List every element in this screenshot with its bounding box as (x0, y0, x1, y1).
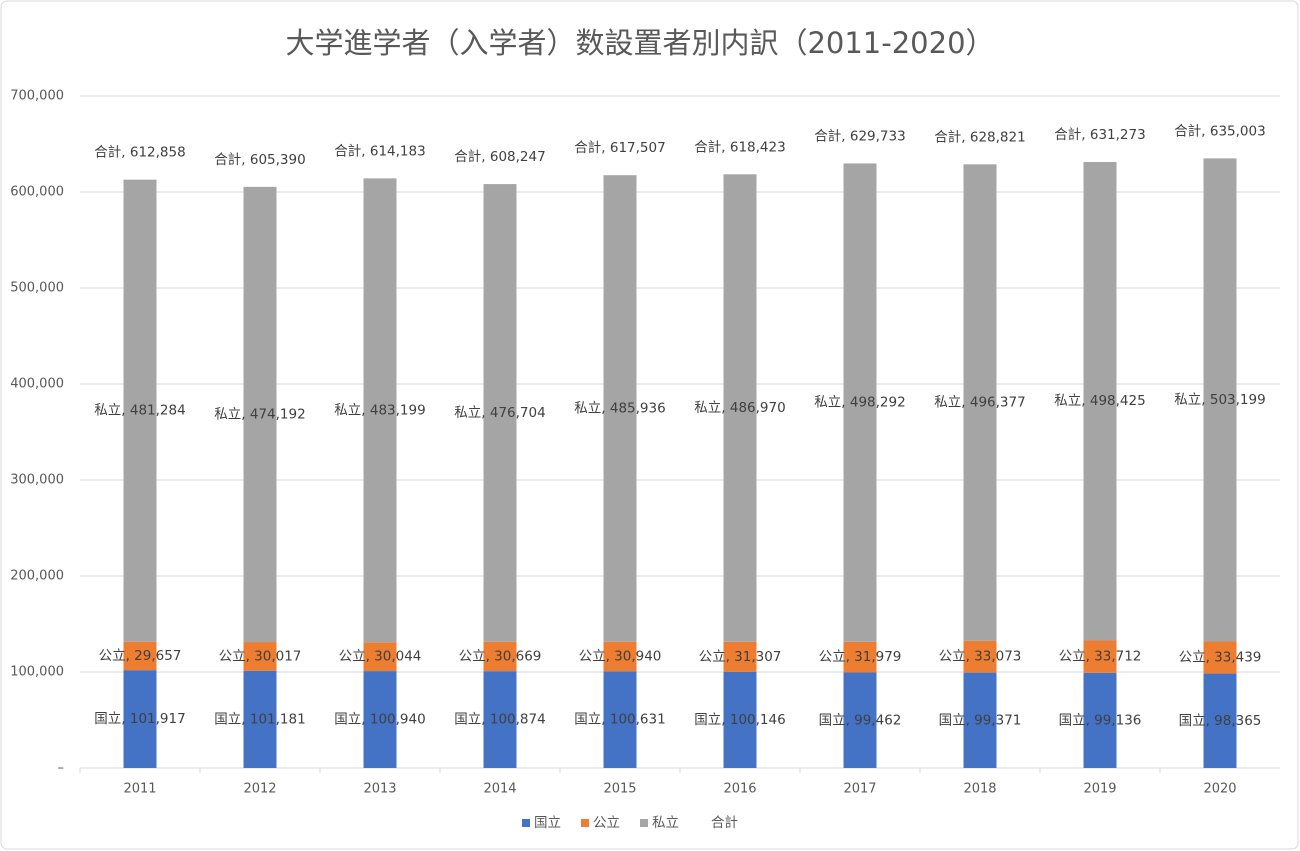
bar-segment (243, 186, 277, 643)
data-label: 合計, 617,507 (574, 140, 665, 156)
data-label: 私立, 476,704 (454, 405, 545, 421)
data-label: 合計, 612,858 (94, 145, 185, 161)
data-label: 国立, 100,940 (334, 712, 425, 728)
bar-segment (603, 641, 637, 672)
x-tick-label: 2015 (603, 782, 636, 797)
y-tick-label: 100,000 (10, 665, 64, 680)
data-label: 公立, 33,439 (1179, 650, 1262, 666)
data-label: 公立, 30,940 (579, 649, 662, 665)
data-label: 国立, 99,462 (819, 712, 902, 728)
x-tick-label: 2020 (1203, 782, 1236, 797)
data-label: 合計, 631,273 (1054, 127, 1145, 143)
data-label: 私立, 498,425 (1054, 393, 1145, 409)
data-label: 合計, 608,247 (454, 149, 545, 165)
y-tick-label: 600,000 (10, 185, 64, 200)
bar-segment (603, 175, 637, 642)
legend-swatch (581, 819, 589, 827)
data-label: 国立, 99,136 (1059, 712, 1142, 728)
bar-segment (123, 641, 157, 671)
data-label: 公立, 33,073 (939, 649, 1022, 665)
legend-swatch (640, 819, 648, 827)
bar-segment (1203, 641, 1237, 674)
bar-segment (363, 178, 397, 643)
data-label: 私立, 498,292 (814, 395, 905, 411)
bar-segment (123, 179, 157, 642)
data-label: 私立, 483,199 (334, 402, 425, 418)
data-label: 合計, 628,821 (934, 129, 1025, 145)
data-label: 合計, 629,733 (814, 128, 905, 144)
legend-label: 合計 (711, 815, 738, 831)
data-label: 国立, 101,917 (94, 711, 185, 727)
bar-segment (1083, 161, 1117, 641)
data-label: 私立, 485,936 (574, 400, 665, 416)
x-tick-label: 2016 (723, 782, 756, 797)
data-label: 国立, 98,365 (1179, 713, 1262, 729)
data-label: 公立, 31,307 (699, 649, 782, 665)
bar-segment (363, 642, 397, 672)
bar-segment (723, 174, 757, 642)
data-label: 私立, 474,192 (214, 406, 305, 422)
bar-segment (123, 670, 157, 768)
bar-segment (483, 184, 517, 642)
data-label: 国立, 100,874 (454, 712, 545, 728)
bar-segment (1083, 672, 1117, 768)
x-tick-label: 2017 (843, 782, 876, 797)
y-tick-label: 300,000 (10, 473, 64, 488)
data-label: 国立, 100,631 (574, 712, 665, 728)
bar-segment (843, 163, 877, 642)
bar-segment (243, 642, 277, 671)
data-label: 公立, 30,017 (219, 648, 302, 664)
data-label: 国立, 101,181 (214, 711, 305, 727)
data-label: 私立, 486,970 (694, 400, 785, 416)
data-label: 国立, 100,146 (694, 712, 785, 728)
bar-segment (723, 641, 757, 672)
data-label: 公立, 29,657 (99, 648, 182, 664)
y-tick-label: 500,000 (10, 281, 64, 296)
data-label: 合計, 618,423 (694, 139, 785, 155)
bar-segment (843, 672, 877, 768)
x-tick-label: 2018 (963, 782, 996, 797)
data-label: 公立, 33,712 (1059, 649, 1142, 665)
data-label: 公立, 30,044 (339, 649, 422, 665)
x-tick-label: 2012 (243, 782, 276, 797)
chart-title: 大学進学者（入学者）数設置者別内訳（2011-2020） (285, 26, 994, 60)
bar-segment (843, 641, 877, 673)
x-tick-label: 2011 (123, 782, 156, 797)
bar-segment (963, 164, 997, 641)
y-tick-label: – (58, 761, 65, 776)
bar-segment (1203, 673, 1237, 768)
data-label: 合計, 614,183 (334, 143, 425, 159)
data-label: 私立, 481,284 (94, 403, 185, 419)
bar-segment (603, 671, 637, 768)
x-tick-label: 2014 (483, 782, 516, 797)
data-label: 私立, 503,199 (1174, 392, 1265, 408)
data-label: 公立, 30,669 (459, 648, 542, 664)
data-label: 合計, 605,390 (214, 152, 305, 168)
legend-label: 国立 (534, 815, 561, 831)
y-tick-label: 700,000 (10, 89, 64, 104)
legend-swatch (522, 819, 530, 827)
bar-segment (963, 672, 997, 768)
x-tick-label: 2019 (1083, 782, 1116, 797)
bar-segment (723, 671, 757, 768)
data-label: 公立, 31,979 (819, 649, 902, 665)
legend-label: 私立 (652, 815, 679, 831)
data-label: 合計, 635,003 (1174, 123, 1265, 139)
legend-label: 公立 (593, 815, 620, 831)
y-tick-label: 400,000 (10, 377, 64, 392)
bar-segment (363, 671, 397, 768)
y-tick-label: 200,000 (10, 569, 64, 584)
bar-segment (483, 641, 517, 672)
bar-segment (243, 670, 277, 768)
bar-segment (963, 640, 997, 673)
bar-segment (483, 671, 517, 768)
data-label: 私立, 496,377 (934, 395, 1025, 411)
x-tick-label: 2013 (363, 782, 396, 797)
bar-segment (1203, 158, 1237, 642)
bar-segment (1083, 640, 1117, 673)
data-label: 国立, 99,371 (939, 712, 1022, 728)
